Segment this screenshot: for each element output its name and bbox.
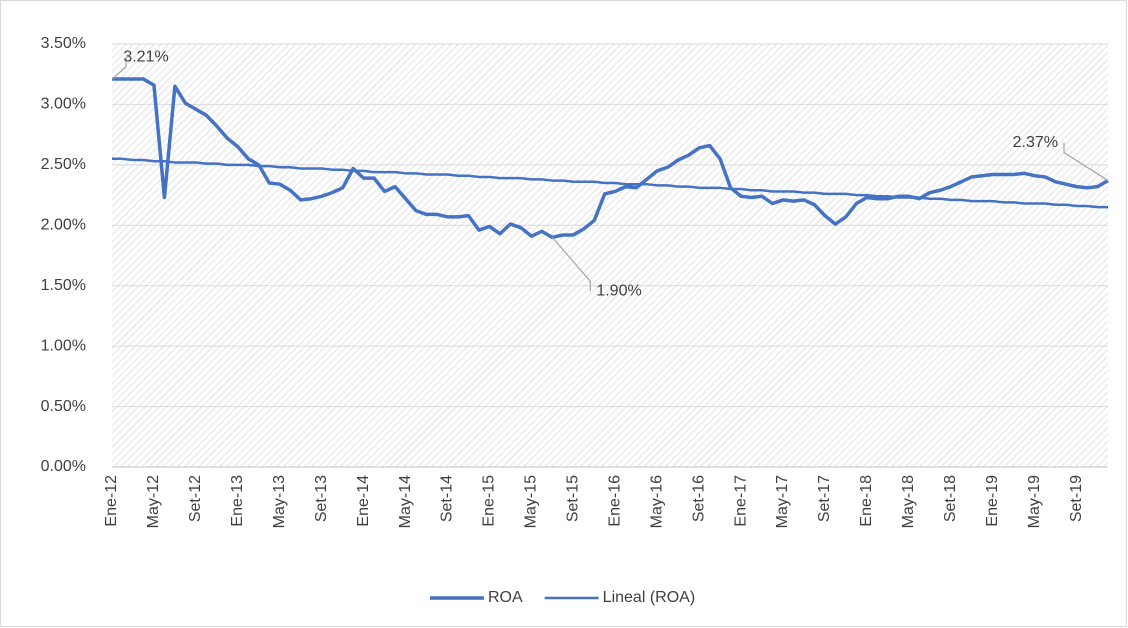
legend-label: Lineal (ROA) xyxy=(603,589,695,606)
x-tick-label: Set-12 xyxy=(187,475,204,522)
x-tick-label: May-12 xyxy=(145,475,162,528)
leader-line xyxy=(111,57,127,80)
y-tick-label: 2.50% xyxy=(41,156,86,173)
x-tick-label: Set-14 xyxy=(439,475,456,522)
data-label: 3.21% xyxy=(123,48,168,65)
data-label: 1.90% xyxy=(596,283,641,300)
x-tick-label: Ene-15 xyxy=(481,475,498,527)
x-tick-label: Set-16 xyxy=(690,475,707,522)
series-line xyxy=(112,77,1109,240)
x-tick-label: Ene-12 xyxy=(103,475,120,527)
x-tick-label: Ene-13 xyxy=(229,475,246,527)
y-tick-label: 0.50% xyxy=(41,398,86,415)
leader-line xyxy=(1063,142,1109,182)
legend-label: ROA xyxy=(488,589,523,606)
x-tick-label: May-15 xyxy=(523,475,540,528)
x-tick-label: Set-19 xyxy=(1068,475,1085,522)
x-tick-label: May-17 xyxy=(774,475,791,528)
y-tick-label: 3.00% xyxy=(41,96,86,113)
x-tick-label: Set-18 xyxy=(942,475,959,522)
y-tick-label: 0.00% xyxy=(41,458,86,475)
series-line xyxy=(112,157,1108,209)
x-tick-label: May-13 xyxy=(271,475,288,528)
data-label: 2.37% xyxy=(1013,134,1058,151)
x-tick-label: Set-13 xyxy=(313,475,330,522)
y-tick-label: 2.00% xyxy=(41,217,86,234)
x-tick-label: Set-15 xyxy=(565,475,582,522)
plot-area xyxy=(112,44,1108,467)
x-tick-label: Set-17 xyxy=(816,475,833,522)
leader-line xyxy=(551,236,591,292)
x-tick-label: Ene-14 xyxy=(355,475,372,527)
y-tick-label: 3.50% xyxy=(41,35,86,52)
x-tick-label: May-14 xyxy=(397,475,414,528)
x-tick-label: May-19 xyxy=(1026,475,1043,528)
x-tick-label: May-18 xyxy=(900,475,917,528)
x-tick-label: Ene-19 xyxy=(984,475,1001,527)
x-tick-label: Ene-17 xyxy=(732,475,749,527)
x-tick-label: Ene-16 xyxy=(606,475,623,527)
y-tick-label: 1.50% xyxy=(41,277,86,294)
x-tick-label: Ene-18 xyxy=(858,475,875,527)
y-tick-label: 1.00% xyxy=(41,337,86,354)
x-tick-label: May-16 xyxy=(648,475,665,528)
